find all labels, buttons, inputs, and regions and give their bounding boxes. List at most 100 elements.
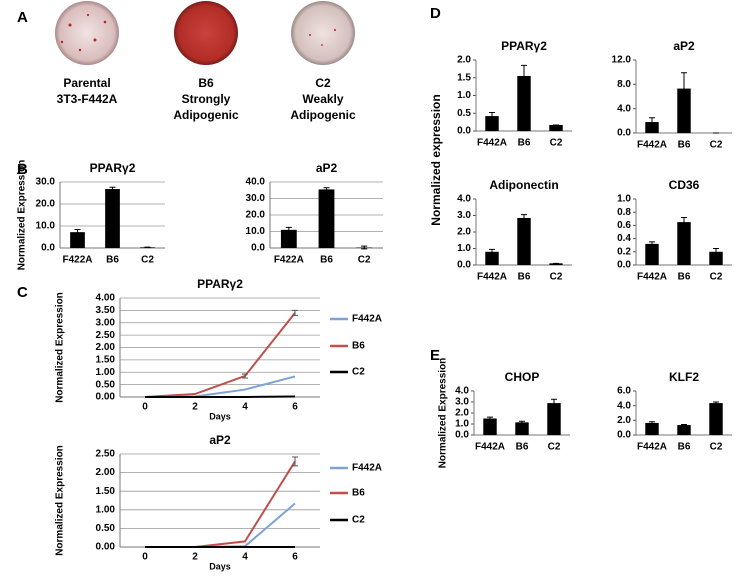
panel-letter: D <box>430 5 441 22</box>
x-tick-label: F442A <box>637 140 667 151</box>
x-tick-label: F422A <box>62 255 92 266</box>
y-tick-label: 0.0 <box>457 126 471 137</box>
x-tick-label: F422A <box>274 255 304 266</box>
legend-label: C2 <box>352 367 365 378</box>
x-tick-label: B6 <box>320 255 333 266</box>
bar <box>645 243 659 265</box>
error-bar <box>323 187 330 192</box>
x-axis-label: Days <box>209 411 231 421</box>
legend-label: B6 <box>352 341 365 352</box>
y-tick-label: 0.0 <box>455 430 469 441</box>
y-axis-label: Normalized Expression <box>17 160 28 271</box>
error-bar <box>519 420 525 424</box>
x-tick-label: 6 <box>292 552 298 563</box>
error-bar <box>489 248 495 255</box>
y-tick-label: 0.0 <box>251 243 265 254</box>
error-bar <box>649 241 655 247</box>
x-axis-label: Days <box>209 561 231 571</box>
x-tick-label: 4 <box>242 402 248 413</box>
legend-label: F442A <box>352 463 382 474</box>
error-bar <box>361 245 368 250</box>
x-tick-label: B6 <box>678 272 691 283</box>
bar <box>645 422 659 435</box>
chart-title: PPARγ2 <box>90 161 136 175</box>
bar <box>677 425 691 435</box>
x-tick-label: F442A <box>637 272 667 283</box>
error-bar <box>489 112 495 121</box>
y-tick-label: 1.5 <box>457 72 471 83</box>
y-tick-label: 2.0 <box>455 408 469 419</box>
y-tick-label: 1.0 <box>617 194 631 205</box>
y-tick-label: 20.0 <box>36 199 56 210</box>
bar <box>645 122 659 133</box>
error-bar <box>649 421 655 425</box>
bar <box>280 229 297 248</box>
y-tick-label: 1.0 <box>457 243 471 254</box>
x-tick-label: B6 <box>678 442 691 453</box>
error-bar <box>681 424 687 427</box>
x-tick-label: B6 <box>518 138 531 149</box>
x-tick-label: 6 <box>292 402 298 413</box>
y-axis-label: Normalized Expression <box>55 292 66 403</box>
legend-label: F442A <box>352 314 382 325</box>
y-tick-label: 30.0 <box>36 177 56 188</box>
y-tick-label: 4.0 <box>455 386 469 397</box>
x-tick-label: 0 <box>142 402 148 413</box>
x-tick-label: B6 <box>518 272 531 283</box>
bar <box>515 422 529 435</box>
y-tick-label: 4.0 <box>617 103 631 114</box>
y-tick-label: 3.00 <box>96 317 116 328</box>
dish-label: Parental <box>63 76 110 90</box>
panel-letter: C <box>17 284 28 301</box>
x-tick-label: F442A <box>477 272 507 283</box>
x-tick-label: C2 <box>710 272 723 283</box>
y-tick-label: 2.0 <box>457 55 471 66</box>
y-tick-label: 1.50 <box>96 486 116 497</box>
error-bar <box>681 216 687 228</box>
x-tick-label: F442A <box>477 138 507 149</box>
x-tick-label: F442A <box>637 442 667 453</box>
y-tick-label: 2.0 <box>457 227 471 238</box>
y-tick-label: 2.00 <box>96 342 116 353</box>
y-tick-label: 10.0 <box>36 221 56 232</box>
error-bar <box>292 456 298 467</box>
chart-title: aP2 <box>209 433 231 447</box>
dish-label: 3T3-F442A <box>57 92 118 106</box>
chart-title: CD36 <box>669 178 700 192</box>
dish-label: C2 <box>315 76 331 90</box>
dish-dots <box>60 13 336 52</box>
y-axis-label: Normalized Expression <box>55 445 66 556</box>
bar <box>517 217 531 265</box>
chart-title: PPARγ2 <box>501 39 547 53</box>
y-tick-label: 2.50 <box>96 449 116 460</box>
x-tick-label: 0 <box>142 552 148 563</box>
x-tick-label: C2 <box>550 138 563 149</box>
y-tick-label: 1.0 <box>457 90 471 101</box>
x-tick-label: B6 <box>516 442 529 453</box>
bar <box>318 189 335 248</box>
error-bar <box>109 186 116 192</box>
y-tick-label: 0.0 <box>617 430 631 441</box>
panel-letter: B <box>17 161 28 178</box>
dish-label: Adipogenic <box>290 108 356 122</box>
y-tick-label: 0.50 <box>96 523 116 534</box>
x-tick-label: C2 <box>710 140 723 151</box>
error-bar <box>487 416 493 421</box>
bar <box>709 251 723 265</box>
error-bar <box>713 248 719 256</box>
bar <box>483 418 497 435</box>
bar <box>485 251 499 265</box>
y-tick-label: 20.0 <box>246 210 266 221</box>
error-bar <box>285 226 292 233</box>
y-tick-label: 2.0 <box>617 415 631 426</box>
line <box>144 375 296 398</box>
y-tick-label: 3.0 <box>457 210 471 221</box>
y-tick-label: 40.0 <box>246 177 266 188</box>
y-tick-label: 0.6 <box>617 220 631 231</box>
x-tick-label: C2 <box>141 255 154 266</box>
y-tick-label: 0.4 <box>617 233 631 244</box>
error-bar <box>292 309 298 316</box>
error-bar <box>649 117 655 127</box>
y-tick-label: 10.0 <box>246 226 266 237</box>
